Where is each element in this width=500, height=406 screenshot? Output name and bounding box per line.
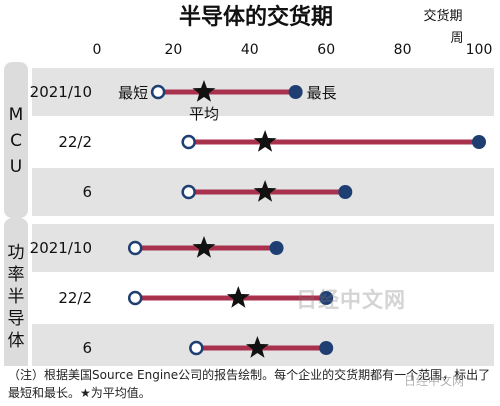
avg-star bbox=[246, 336, 269, 358]
avg-annotation: 平均 bbox=[189, 105, 219, 123]
row-label: 2021/10 bbox=[30, 83, 92, 101]
corner-watermark: 日经中文网 bbox=[404, 374, 465, 388]
x-tick-label: 80 bbox=[394, 42, 412, 58]
footnote: （注）根据美国Source Engine公司的报告绘制。每个企业的交货期都有一个… bbox=[8, 368, 491, 400]
min-annotation: 最短 bbox=[118, 84, 148, 102]
max-annotation: 最長 bbox=[307, 84, 337, 102]
max-dot bbox=[319, 341, 334, 355]
row-label: 6 bbox=[82, 339, 92, 357]
row-label: 6 bbox=[82, 183, 92, 201]
max-dot bbox=[319, 291, 334, 305]
min-dot bbox=[150, 84, 166, 100]
group-label-char: 半 bbox=[8, 287, 25, 307]
group-label-char: U bbox=[10, 157, 22, 177]
x-tick-label: 60 bbox=[317, 42, 335, 58]
min-dot bbox=[189, 340, 204, 356]
row-label: 22/2 bbox=[58, 289, 92, 307]
group-label-char: 体 bbox=[8, 331, 25, 351]
group-label-box bbox=[4, 62, 28, 218]
max-dot bbox=[269, 241, 284, 255]
x-tick-label: 20 bbox=[164, 42, 182, 58]
x-tick-label: 100 bbox=[466, 42, 493, 58]
group-label-char: 率 bbox=[8, 265, 25, 285]
max-dot bbox=[472, 135, 486, 149]
group-label-char: M bbox=[9, 105, 24, 125]
group-label-char: C bbox=[10, 131, 22, 151]
chart-title: 半导体的交货期 bbox=[179, 4, 333, 30]
max-dot bbox=[338, 185, 353, 199]
row-label: 2021/10 bbox=[30, 239, 92, 257]
max-dot bbox=[288, 85, 303, 99]
avg-star bbox=[192, 80, 216, 102]
watermark: 日经中文网 bbox=[296, 288, 406, 312]
min-dot bbox=[181, 134, 196, 150]
unit-label-line2: 周 bbox=[450, 31, 463, 46]
group-label-box bbox=[4, 218, 28, 366]
avg-star bbox=[192, 236, 216, 258]
group-label-char: 功 bbox=[8, 243, 25, 263]
group-label-char: 导 bbox=[8, 309, 25, 329]
min-dot bbox=[127, 240, 143, 256]
min-dot bbox=[127, 290, 143, 306]
row-label: 22/2 bbox=[58, 133, 92, 151]
unit-label-line1: 交货期 bbox=[423, 8, 462, 24]
x-tick-label: 0 bbox=[93, 42, 102, 58]
min-dot bbox=[181, 184, 196, 200]
x-tick-label: 40 bbox=[241, 42, 259, 58]
avg-star bbox=[226, 286, 250, 308]
avg-star bbox=[253, 130, 277, 152]
avg-star bbox=[253, 180, 277, 202]
